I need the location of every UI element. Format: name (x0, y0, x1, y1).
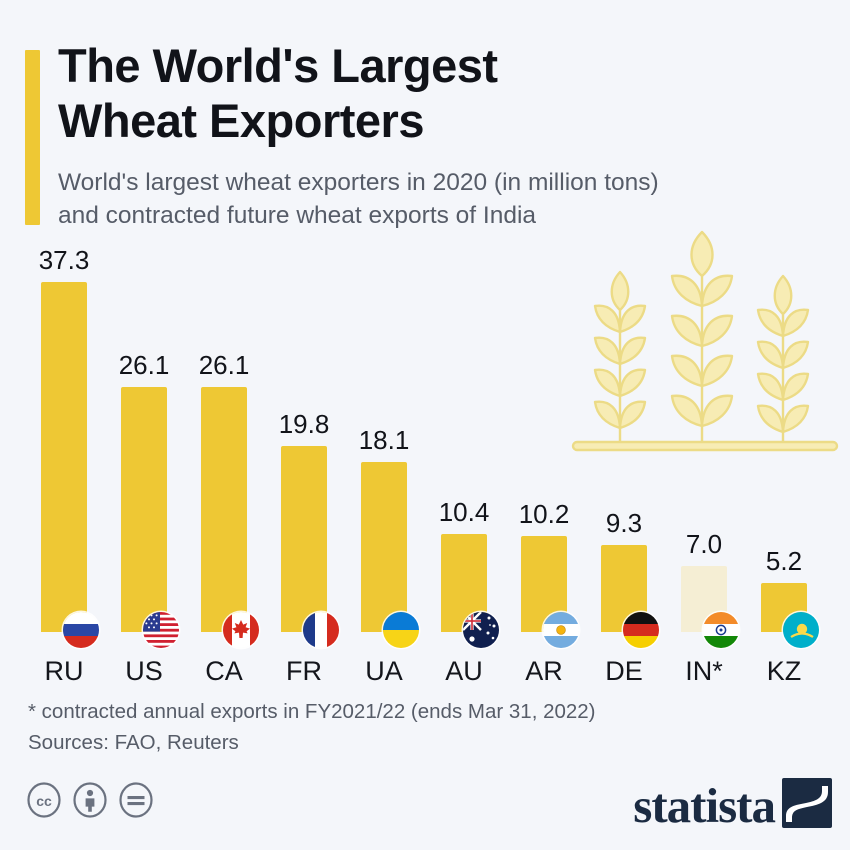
category-label-ua: UA (365, 656, 403, 686)
category-label-au: AU (445, 656, 483, 686)
bar-value-label: 7.0 (685, 529, 723, 559)
bar-rect[interactable] (681, 566, 739, 648)
flag-australia-icon (463, 612, 499, 648)
bar-rect[interactable] (521, 536, 579, 648)
page-title-line-2: Wheat Exporters (58, 94, 424, 147)
sources-label: Sources: FAO, Reuters (28, 731, 239, 754)
statista-logo: statista (633, 778, 832, 833)
bar-rect[interactable] (761, 583, 819, 648)
bar-value-label: 10.2 (518, 499, 570, 529)
category-label-ar: AR (525, 656, 563, 686)
bar-rect[interactable] (601, 545, 659, 648)
bar-value-label: 26.1 (198, 350, 250, 380)
flag-germany-icon (623, 612, 659, 648)
cc-by-attribution-icon[interactable] (72, 782, 108, 818)
bar-value-label: 26.1 (118, 350, 170, 380)
flag-kazakhstan-icon (783, 612, 819, 648)
category-label-us: US (125, 656, 163, 686)
cc-icon[interactable]: cc (26, 782, 62, 818)
page-subtitle-line-2: and contracted future wheat exports of I… (58, 202, 537, 229)
statista-mark-icon (782, 778, 832, 833)
title-accent-bar (25, 50, 40, 225)
page-subtitle: World's largest wheat exporters in 2020 … (58, 166, 818, 232)
bar-chart: 37.3 26.1 26.1 19.8 18.1 10.4 10.2 9.3 7.0 5… (0, 240, 850, 680)
bar-value-label: 9.3 (605, 508, 643, 538)
bar-value-label: 19.8 (278, 409, 330, 439)
flag-france-icon (303, 612, 339, 648)
flag-argentina-icon (543, 612, 579, 648)
flag-india-icon (703, 612, 739, 648)
category-label-de: DE (605, 656, 643, 686)
flag-ukraine-icon (383, 612, 419, 648)
bar-rect[interactable] (281, 446, 339, 648)
bar-value-label: 37.3 (38, 245, 90, 275)
category-label-kz: KZ (766, 656, 802, 686)
page-title: The World's Largest Wheat Exporters (58, 38, 778, 148)
category-label-fr: FR (286, 656, 322, 686)
bar-rect[interactable] (361, 462, 419, 648)
bar-rect[interactable] (41, 282, 99, 648)
creative-commons-license: cc (26, 782, 154, 818)
flag-canada-icon (223, 612, 259, 648)
bar-value-label: 5.2 (765, 546, 803, 576)
flag-united-states-icon (143, 612, 179, 648)
category-label-ru: RU (44, 656, 84, 686)
page-title-line-1: The World's Largest (58, 39, 498, 92)
category-label-in: IN* (685, 656, 723, 686)
bar-rect[interactable] (121, 387, 179, 648)
cc-nd-no-derivatives-icon[interactable] (118, 782, 154, 818)
flag-russia-icon (63, 612, 99, 648)
footnote: * contracted annual exports in FY2021/22… (28, 700, 596, 723)
bar-rect[interactable] (441, 534, 499, 648)
page-subtitle-line-1: World's largest wheat exporters in 2020 … (58, 169, 659, 196)
statista-wordmark: statista (633, 778, 776, 833)
bar-value-label: 10.4 (438, 497, 490, 527)
bar-value-label: 18.1 (358, 425, 410, 455)
category-label-ca: CA (205, 656, 243, 686)
svg-text:cc: cc (36, 793, 52, 809)
bar-rect[interactable] (201, 387, 259, 648)
